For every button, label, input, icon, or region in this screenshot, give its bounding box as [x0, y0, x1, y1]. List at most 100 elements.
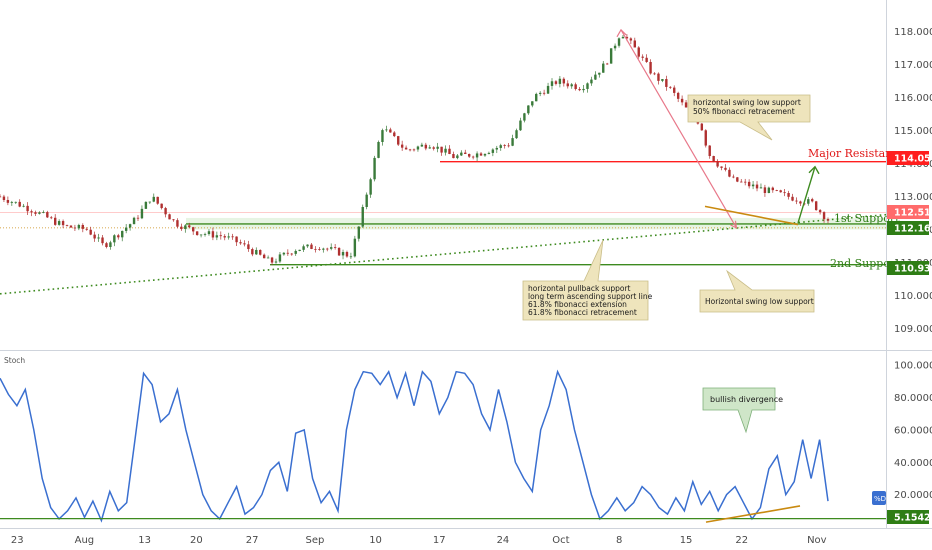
candle-body [282, 252, 286, 255]
candle-body [814, 201, 818, 211]
candle-body [487, 152, 491, 154]
candle-body [740, 181, 743, 183]
candle-body [262, 254, 266, 259]
stoch-series-badge[interactable]: %D [872, 491, 886, 505]
candle-body [779, 190, 782, 193]
candle-body [807, 199, 810, 204]
price-tag-resistance: 114.056 [887, 151, 932, 165]
candle-body [294, 250, 297, 254]
tag-label: 110.933 [894, 264, 932, 275]
candle-body [337, 247, 341, 256]
candle-body [582, 88, 585, 91]
candle-body [274, 261, 278, 263]
candle-body [787, 193, 790, 197]
candle-body [680, 98, 684, 103]
candle-body [598, 72, 601, 75]
candle-body [594, 74, 597, 80]
candle-body [732, 176, 735, 178]
annotation-line: 61.8% fibonacci retracement [528, 308, 637, 317]
candle-body [389, 129, 392, 133]
candle-body [460, 152, 463, 156]
candle-body [448, 148, 451, 155]
candle-body [424, 144, 428, 149]
candle-body [239, 242, 242, 244]
tag-box [887, 261, 929, 275]
candle-body [333, 247, 337, 248]
candle-body [550, 81, 554, 86]
candle-body [641, 56, 644, 58]
candle-body [22, 205, 25, 207]
time-axis-tick-label: 20 [190, 535, 203, 546]
candle-body [661, 79, 664, 81]
candle-body [278, 254, 282, 262]
candle-body [26, 205, 29, 212]
candle-body [783, 192, 786, 194]
candle-body [527, 105, 530, 114]
annotation-line: horizontal pullback support [528, 284, 631, 293]
tag-box [887, 151, 929, 165]
candle-body [799, 201, 802, 204]
candle-body [6, 199, 10, 203]
annotation-line: Horizontal swing low support [705, 297, 814, 306]
candle-body [235, 236, 238, 243]
candle-body [432, 147, 435, 149]
annotation-line: bullish divergence [710, 395, 783, 404]
candle-body [270, 257, 274, 263]
green-target-arrow [797, 166, 816, 224]
level-label-1st-support: 1st Support [834, 212, 900, 225]
candle-body [140, 208, 144, 219]
candle-body [341, 252, 345, 256]
badge-box [872, 491, 886, 505]
candle-body [326, 248, 329, 250]
candle-body [471, 156, 475, 158]
candle-body [69, 225, 73, 228]
candle-body [168, 214, 171, 220]
candle-body [511, 138, 514, 146]
time-axis-tick-label: 27 [246, 535, 259, 546]
candle-body [826, 219, 830, 221]
candle-body [412, 149, 416, 151]
candle-body [211, 231, 215, 238]
candle-body [602, 63, 605, 73]
candle-body [704, 130, 707, 146]
candle-body [310, 244, 313, 249]
candle-body [176, 220, 179, 227]
candle-body [400, 144, 404, 148]
candle-body [144, 201, 148, 209]
candle-body [653, 73, 656, 75]
candle-body [775, 190, 778, 191]
candle-body [657, 73, 660, 81]
candle-body [365, 194, 368, 207]
price-tag-1st-support: 112.168 [887, 221, 932, 235]
candle-body [349, 256, 353, 258]
candle-body [464, 152, 467, 154]
candle-body [243, 243, 246, 245]
candle-body [105, 243, 108, 248]
candle-body [436, 146, 439, 149]
candle-body [617, 38, 621, 46]
candle-body [440, 146, 443, 153]
candle-body [18, 201, 21, 207]
candle-body [609, 48, 613, 64]
candle-body [57, 221, 61, 225]
candle-body [444, 148, 447, 153]
candle-body [132, 217, 136, 225]
candle-body [759, 187, 763, 189]
candle-body [515, 130, 518, 139]
candle-body [231, 236, 234, 238]
candle-body [507, 145, 510, 147]
candle-body [716, 161, 719, 167]
candle-body [188, 225, 191, 228]
stochastic-layer [0, 369, 886, 523]
candle-body [811, 199, 814, 202]
candle-body [649, 61, 652, 74]
candle-body [314, 248, 317, 250]
candle-body [586, 83, 589, 89]
candle-body [795, 200, 798, 202]
time-axis-tick-label: Nov [807, 535, 827, 546]
candle-body [160, 203, 163, 209]
candle-body [767, 187, 771, 194]
price-axis-tick-label: 113.000 [894, 192, 932, 203]
